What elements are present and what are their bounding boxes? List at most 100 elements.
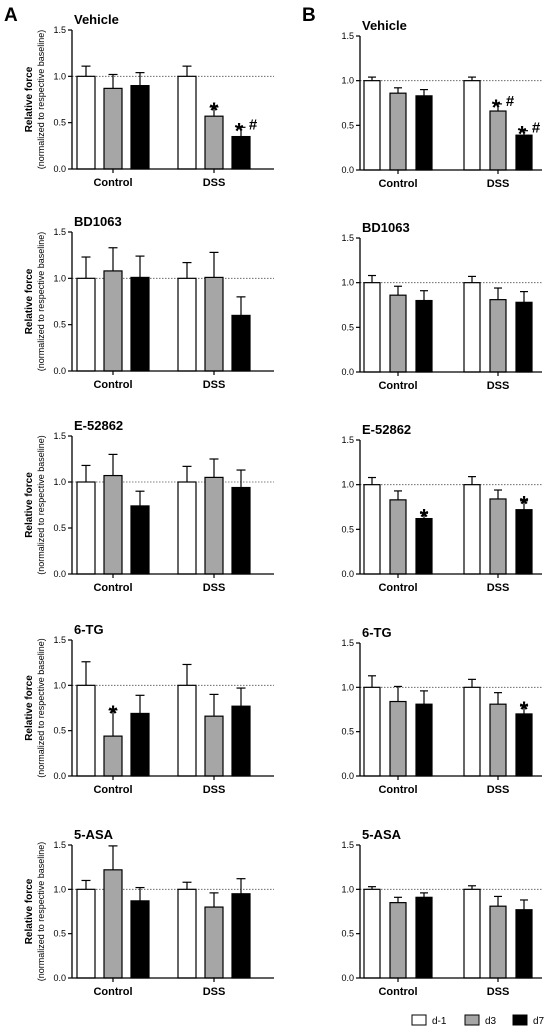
y-tick-label: 1.5 <box>53 431 66 441</box>
y-tick-label: 0.5 <box>341 524 354 534</box>
y-axis-label: Relative force <box>24 268 35 334</box>
bar <box>76 75 96 170</box>
x-tick-label: Control <box>378 178 417 190</box>
bar <box>103 474 123 575</box>
y-tick-label: 1.5 <box>341 435 354 445</box>
bar <box>177 277 197 372</box>
bar <box>489 703 507 777</box>
y-axis-sublabel: (normalized to respective baseline) <box>36 30 46 170</box>
panel-label-b: B <box>302 5 316 26</box>
y-tick-label: 1.5 <box>53 227 66 237</box>
bar <box>363 484 381 575</box>
y-tick-label: 1.0 <box>53 884 66 894</box>
x-tick-label: Control <box>93 379 132 391</box>
significance-star: * <box>235 118 244 143</box>
y-tick-label: 0.5 <box>341 727 354 737</box>
chart-title: 5-ASA <box>74 827 114 842</box>
y-tick-label: 0.0 <box>53 164 66 174</box>
y-tick-label: 1.0 <box>341 682 354 692</box>
y-tick-label: 1.0 <box>341 76 354 86</box>
bar <box>415 896 433 979</box>
bar <box>204 476 224 575</box>
y-tick-label: 0.5 <box>53 929 66 939</box>
y-axis-label: Relative force <box>24 878 35 944</box>
chart-b-1: 0.0 0.5 1.0 1.5 Control DSS BD1063 <box>341 220 542 392</box>
bar <box>515 301 533 373</box>
y-axis-sublabel: (normalized to respective baseline) <box>36 435 46 575</box>
y-tick-label: 0.5 <box>341 929 354 939</box>
bar <box>515 713 533 777</box>
significance-marker: * # <box>492 93 515 120</box>
y-tick-label: 0.5 <box>53 523 66 533</box>
y-tick-label: 0.0 <box>341 569 354 579</box>
legend-swatch-d7 <box>512 1014 528 1026</box>
chart-title: E-52862 <box>74 418 123 433</box>
bar <box>103 735 123 777</box>
significance-marker: * <box>210 98 219 123</box>
y-tick-label: 0.0 <box>341 367 354 377</box>
bar <box>389 294 407 373</box>
y-tick-label: 1.5 <box>53 635 66 645</box>
chart-title: BD1063 <box>74 214 122 229</box>
y-tick-label: 1.5 <box>341 31 354 41</box>
bar <box>103 87 123 170</box>
significance-star: * <box>210 98 219 123</box>
bar <box>415 299 433 373</box>
bar <box>76 684 96 777</box>
bar <box>177 888 197 979</box>
x-tick-label: DSS <box>487 582 510 594</box>
bar <box>103 270 123 372</box>
significance-hash: # <box>506 93 515 110</box>
y-axis-sublabel: (normalized to respective baseline) <box>36 232 46 372</box>
x-tick-label: Control <box>378 380 417 392</box>
chart-title: 5-ASA <box>362 827 402 842</box>
y-tick-label: 0.5 <box>341 322 354 332</box>
x-tick-label: Control <box>378 582 417 594</box>
chart-a-4: 0.0 0.5 1.0 1.5 Control DSS 5-ASA Relative forc… <box>24 827 274 998</box>
legend-label: d7 <box>533 1016 545 1027</box>
x-tick-label: DSS <box>487 986 510 998</box>
significance-star: * <box>518 122 527 147</box>
significance-marker: * # <box>235 116 258 143</box>
y-tick-label: 0.0 <box>341 771 354 781</box>
bar <box>415 703 433 777</box>
x-tick-label: DSS <box>487 380 510 392</box>
bar <box>489 905 507 979</box>
bar <box>363 888 381 979</box>
bar <box>463 80 481 171</box>
bar <box>389 92 407 171</box>
x-tick-label: DSS <box>203 582 226 594</box>
significance-star: * <box>109 701 118 726</box>
chart-b-4: 0.0 0.5 1.0 1.5 Control DSS 5-ASA <box>341 827 542 998</box>
bar <box>204 115 224 170</box>
panel-label-a: A <box>4 5 18 26</box>
significance-marker: * <box>420 504 429 529</box>
bar <box>204 715 224 777</box>
chart-a-3: 0.0 0.5 1.0 1.5 Control DSS 6-TG Relative force… <box>24 622 274 796</box>
legend-label: d-1 <box>432 1016 447 1027</box>
bar <box>231 314 251 372</box>
y-tick-label: 0.0 <box>53 771 66 781</box>
y-tick-label: 1.5 <box>53 840 66 850</box>
y-tick-label: 0.0 <box>53 973 66 983</box>
y-tick-label: 0.5 <box>53 726 66 736</box>
chart-title: 6-TG <box>74 622 104 637</box>
x-tick-label: Control <box>378 986 417 998</box>
bar <box>363 686 381 777</box>
legend-swatch-d3 <box>464 1014 480 1026</box>
chart-a-2: 0.0 0.5 1.0 1.5 Control DSS E-52862 Relative fo… <box>24 418 274 594</box>
significance-marker: * <box>109 701 118 726</box>
bar <box>463 282 481 373</box>
bar <box>389 700 407 777</box>
chart-title: Vehicle <box>74 12 119 27</box>
bar <box>415 95 433 171</box>
x-tick-label: DSS <box>203 177 226 189</box>
bar <box>231 893 251 979</box>
y-tick-label: 0.0 <box>53 569 66 579</box>
bar <box>463 686 481 777</box>
y-tick-label: 1.0 <box>53 477 66 487</box>
y-tick-label: 0.0 <box>53 366 66 376</box>
bar <box>363 80 381 171</box>
